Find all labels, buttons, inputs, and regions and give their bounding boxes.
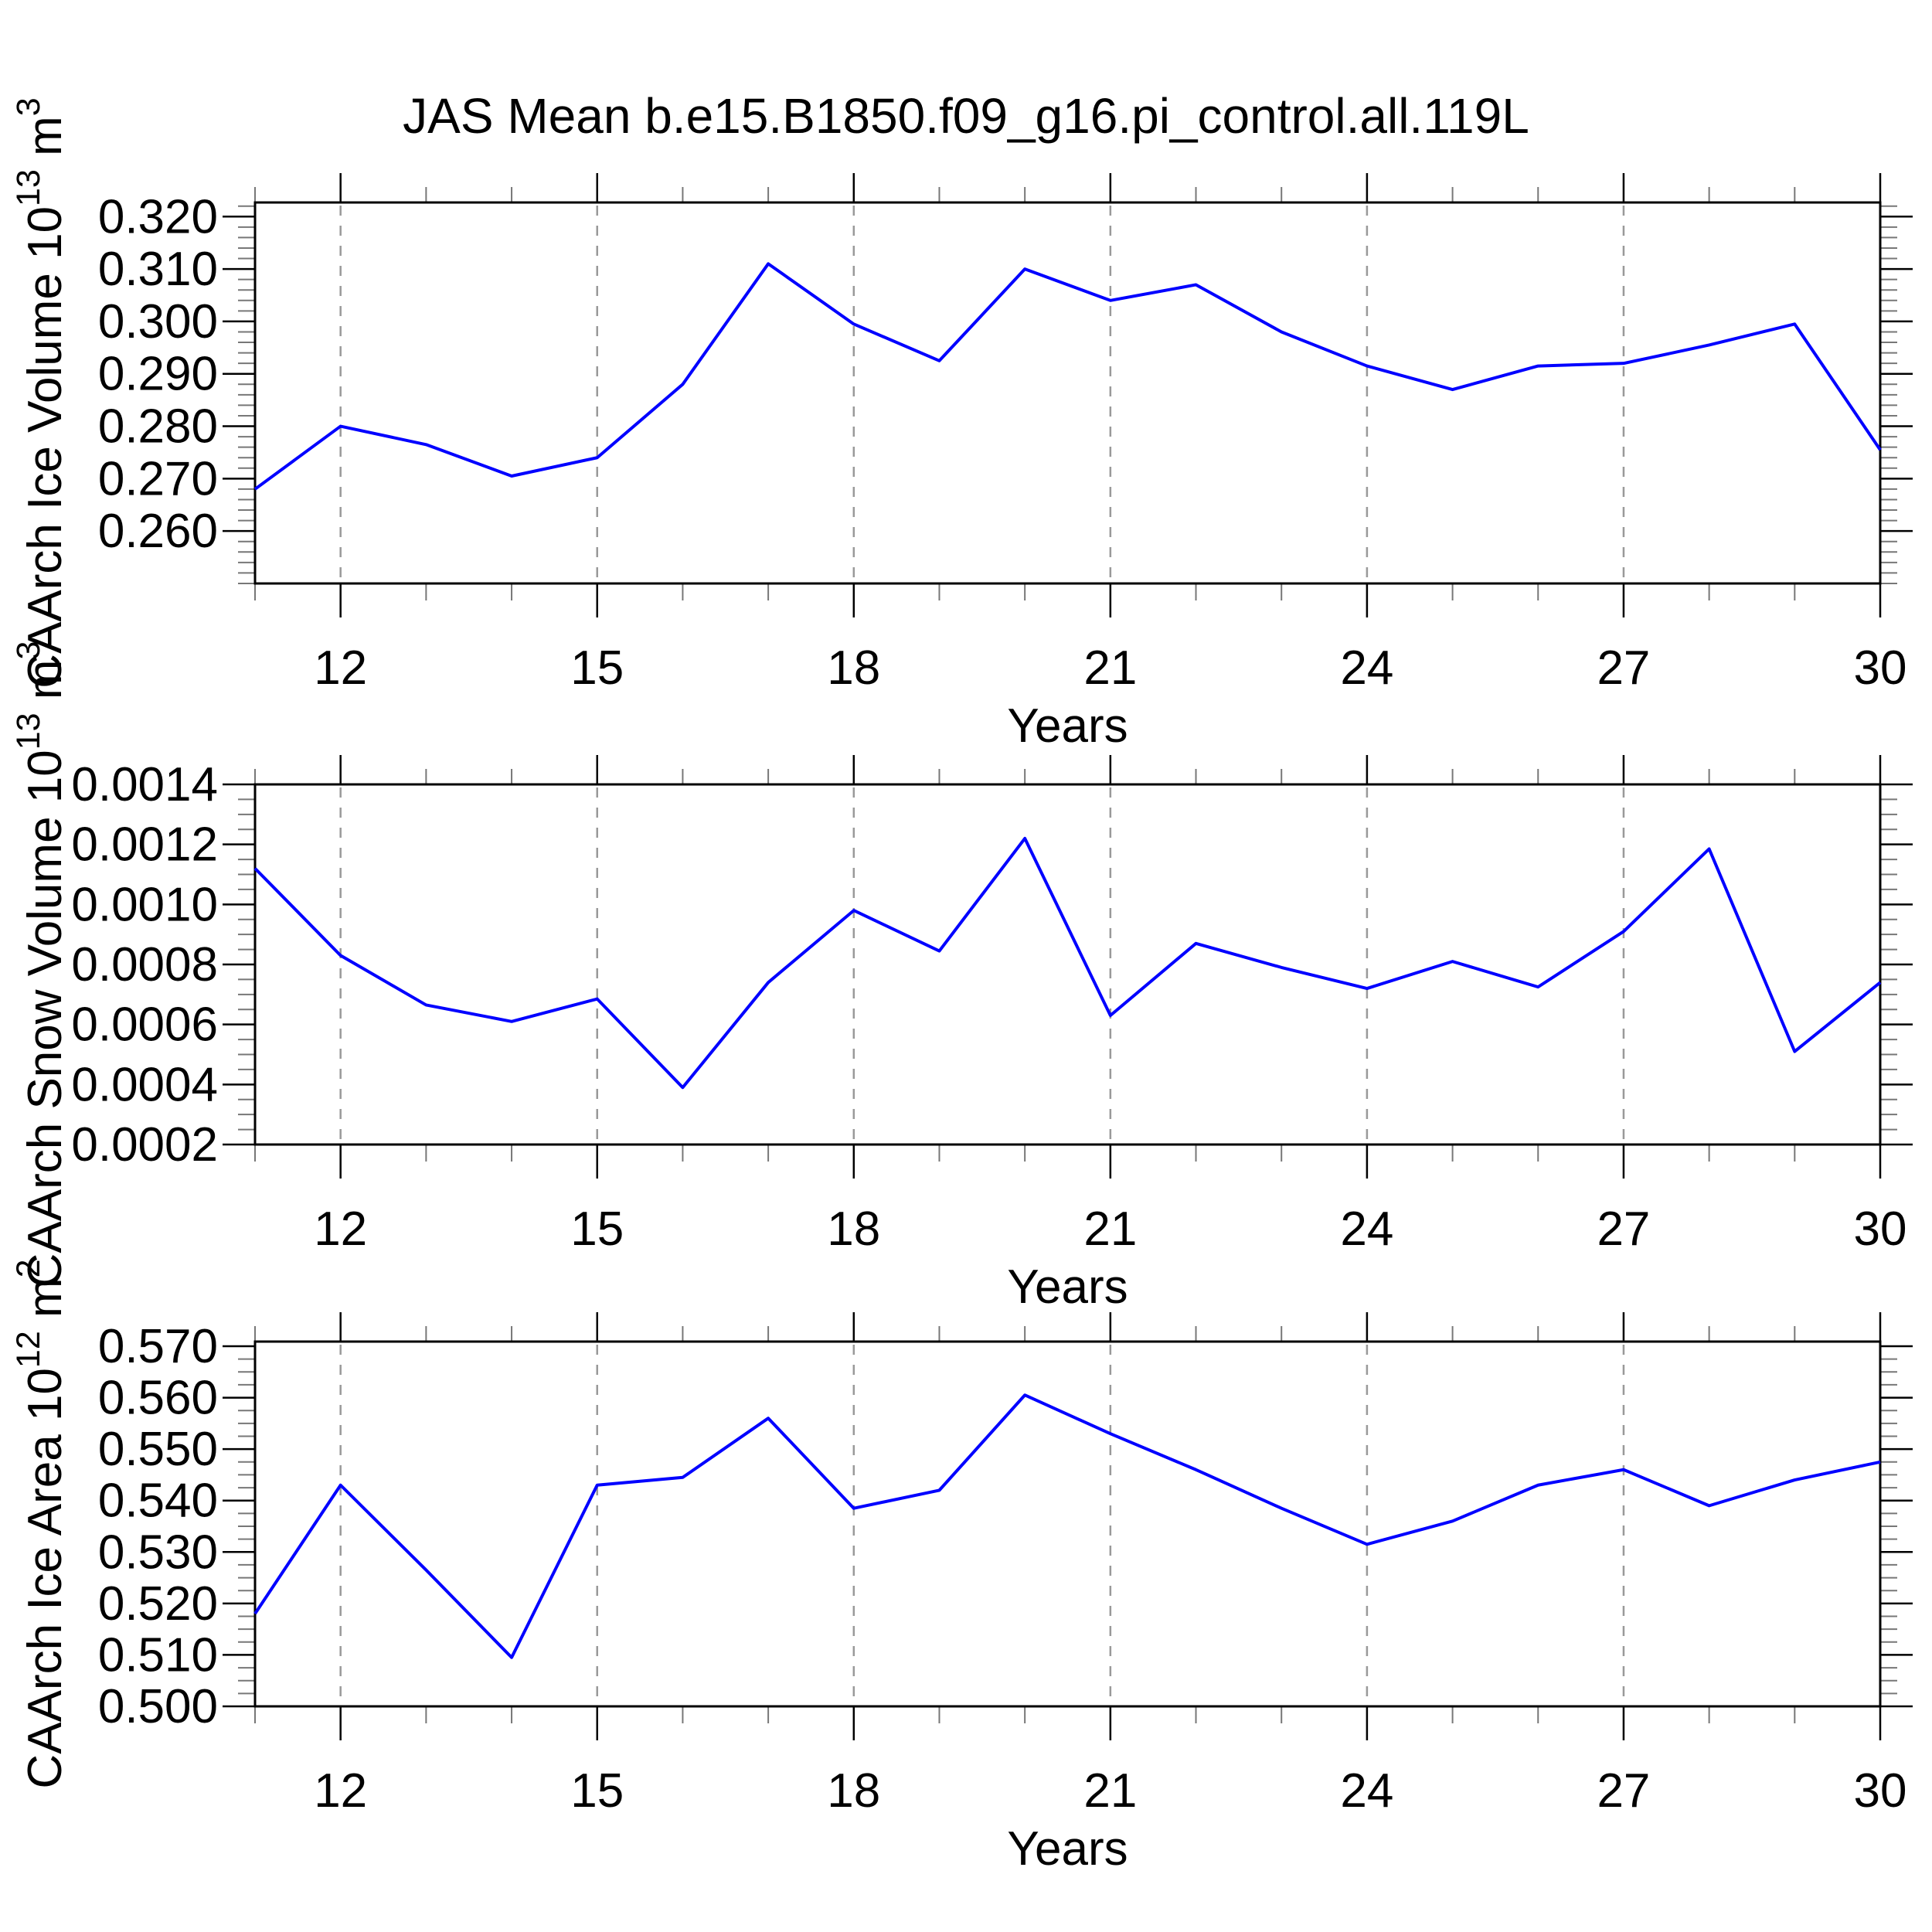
x-tick-label: 15 (570, 1202, 624, 1256)
y-tick-label: 0.290 (98, 347, 218, 400)
x-tick-label: 12 (314, 641, 367, 695)
y-tick-label: 0.0004 (71, 1058, 218, 1111)
plot-frame (253, 201, 1882, 585)
y-tick-label: 0.500 (98, 1680, 218, 1733)
panel-ice-area: 0.5000.5100.5200.5300.5400.5500.5600.570… (10, 1259, 1913, 1876)
y-tick-label: 0.0014 (71, 758, 218, 811)
x-tick-label: 24 (1340, 641, 1393, 695)
y-tick-label: 0.560 (98, 1371, 218, 1424)
x-tick-label: 15 (570, 641, 624, 695)
x-tick-label: 15 (570, 1764, 624, 1818)
series-line-ice-area (253, 1393, 1881, 1659)
chart-title: JAS Mean b.e15.B1850.f09_g16.pi_control.… (403, 88, 1529, 144)
y-tick-label: 0.550 (98, 1423, 218, 1476)
x-tick-label: 24 (1340, 1202, 1393, 1256)
x-tick-label: 21 (1083, 641, 1137, 695)
x-tick-label: 12 (314, 1202, 367, 1256)
y-tick-label: 0.260 (98, 505, 218, 558)
y-tick-label: 0.0006 (71, 998, 218, 1051)
x-tick-label: 18 (827, 1764, 880, 1818)
y-tick-label: 0.0008 (71, 938, 218, 992)
x-tick-label: 12 (314, 1764, 367, 1818)
x-tick-label: 18 (827, 641, 880, 695)
y-axis-title: CAArch Snow Volume 1013 m3 (10, 641, 72, 1288)
x-tick-label: 27 (1597, 1202, 1650, 1256)
plot-frame (253, 783, 1882, 1146)
x-axis-title: Years (1007, 699, 1128, 753)
x-tick-label: 30 (1854, 1202, 1907, 1256)
x-tick-label: 21 (1083, 1202, 1137, 1256)
y-tick-label: 0.310 (98, 243, 218, 296)
y-tick-label: 0.510 (98, 1628, 218, 1682)
x-tick-label: 21 (1083, 1764, 1137, 1818)
plot-frame (253, 1340, 1882, 1708)
panel-snow-volume: 0.0002 0.0004 0.0006 0.0008 0.0010 0.0012 0.00… (10, 641, 1913, 1314)
x-tick-label: 30 (1854, 1764, 1907, 1818)
x-axis-title: Years (1007, 1822, 1128, 1876)
y-tick-label: 0.570 (98, 1319, 218, 1372)
series-line-snow-volume (253, 836, 1882, 1090)
y-tick-label: 0.270 (98, 452, 218, 505)
series-line-ice-volume (253, 262, 1882, 491)
y-tick-label: 0.320 (98, 190, 218, 243)
y-tick-label: 0.520 (98, 1577, 218, 1630)
y-tick-label: 0.0012 (71, 818, 218, 871)
x-tick-label: 24 (1340, 1764, 1393, 1818)
y-axis-title: CAArch Ice Area 1012 m2 (10, 1259, 72, 1788)
x-tick-label: 18 (827, 1202, 880, 1256)
y-tick-label: 0.540 (98, 1474, 218, 1527)
y-tick-label: 0.530 (98, 1526, 218, 1579)
x-axis-title: Years (1007, 1260, 1128, 1314)
x-tick-label: 27 (1597, 641, 1650, 695)
y-tick-label: 0.280 (98, 400, 218, 453)
y-tick-label: 0.0002 (71, 1118, 218, 1172)
y-tick-label: 0.0010 (71, 878, 218, 931)
y-tick-label: 0.300 (98, 294, 218, 348)
y-axis-title: CAArch Ice Volume 1013 m3 (10, 97, 72, 688)
x-tick-label: 30 (1854, 641, 1907, 695)
x-tick-label: 27 (1597, 1764, 1650, 1818)
